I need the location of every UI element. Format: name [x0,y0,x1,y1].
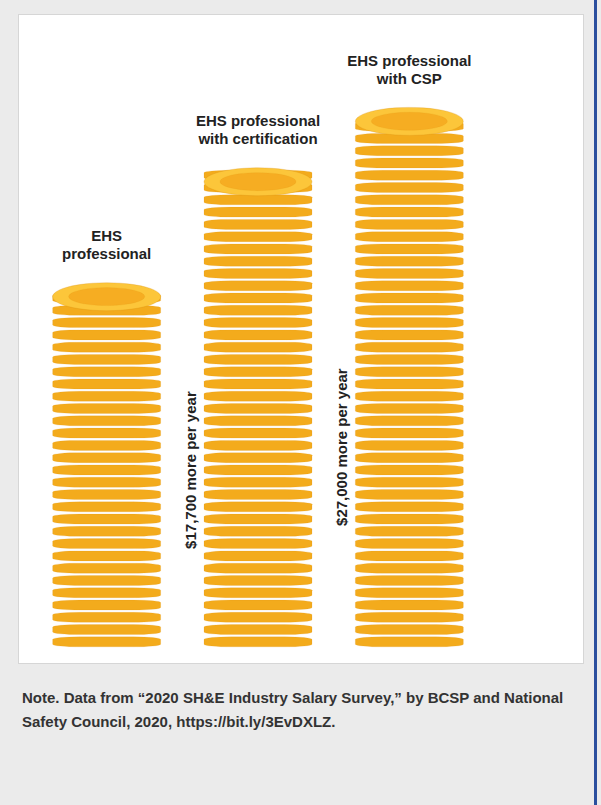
svg-text:professional: professional [62,245,151,262]
html-text:Note. Data from “2020 SH&E Ind: Note. Data from “2020 SH&E Industry Sala… [22,689,564,730]
svg-text:$17,700 more per year: $17,700 more per year [182,391,199,549]
svg-text:$27,000 more per year: $27,000 more per year [333,368,350,526]
svg-text:EHS professional: EHS professional [196,112,320,129]
svg-text:with certification: with certification [197,130,317,147]
svg-text:EHS professional: EHS professional [347,52,471,69]
svg-text:with CSP: with CSP [376,70,442,87]
svg-text:EHS: EHS [91,227,122,244]
